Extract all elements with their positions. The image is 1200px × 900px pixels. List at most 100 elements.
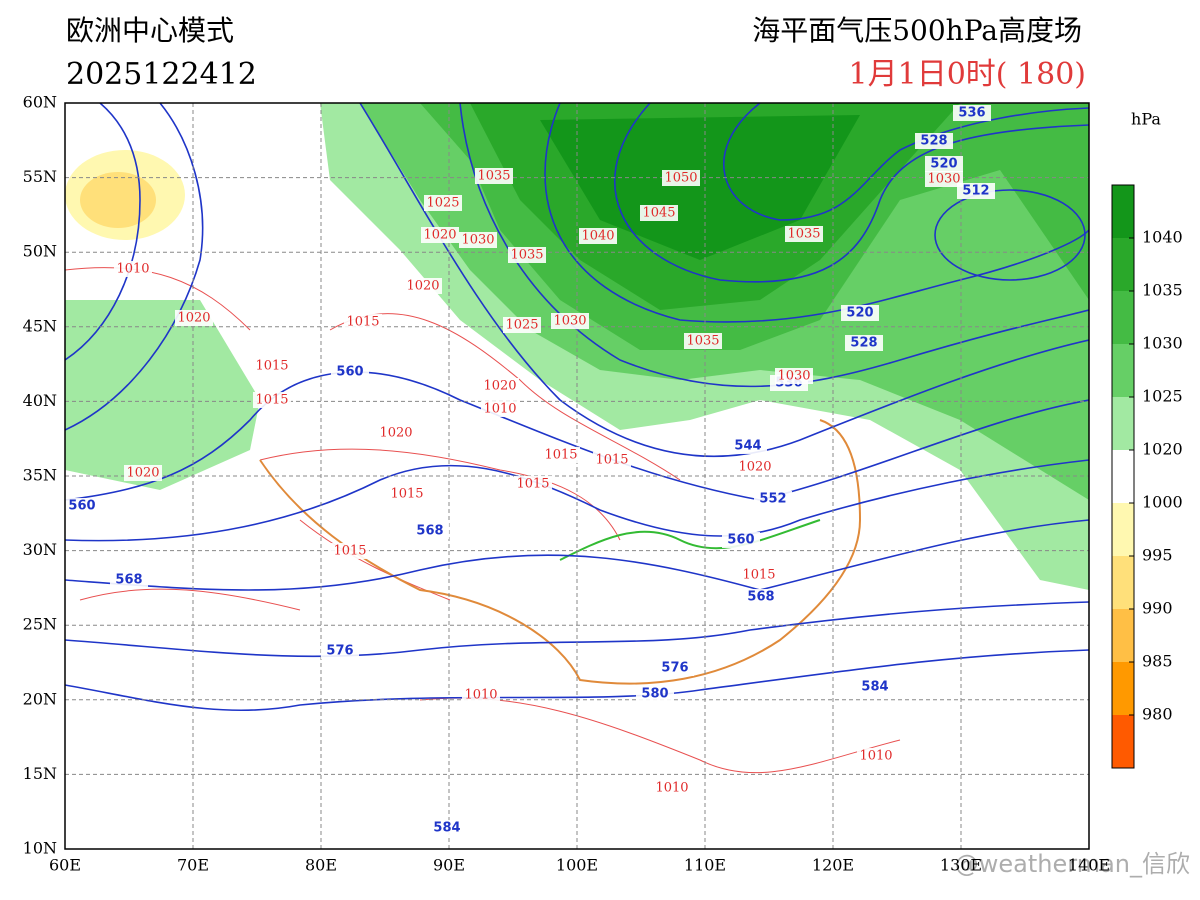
height-label-box bbox=[110, 572, 148, 588]
pressure-label: 1015 bbox=[255, 393, 288, 408]
height-label: 544 bbox=[734, 439, 761, 454]
colorbar-swatch bbox=[1112, 450, 1134, 503]
height-label: 560 bbox=[727, 533, 754, 548]
map-title: 海平面气压500hPa高度场 bbox=[752, 14, 1082, 47]
lat-label: 60N bbox=[23, 93, 57, 112]
pressure-label-box bbox=[424, 195, 462, 211]
pressure-label: 1010 bbox=[655, 781, 688, 796]
height-label-box bbox=[953, 105, 991, 121]
watermark: @weatherman_信欣 bbox=[955, 850, 1190, 878]
pressure-label: 1015 bbox=[595, 453, 628, 468]
height-label-box bbox=[722, 532, 760, 548]
pressure-label: 1025 bbox=[426, 196, 459, 211]
height-label: 568 bbox=[747, 590, 774, 605]
pressure-label: 1030 bbox=[777, 369, 810, 384]
height-label-box bbox=[636, 686, 674, 702]
height-label: 560 bbox=[336, 365, 363, 380]
pressure-label-box bbox=[377, 425, 415, 441]
lon-label: 120E bbox=[812, 856, 854, 875]
lon-label: 80E bbox=[305, 856, 337, 875]
colorbar-unit: hPa bbox=[1131, 110, 1161, 129]
pressure-label-box bbox=[481, 378, 519, 394]
pressure-label-box bbox=[503, 317, 541, 333]
colorbar-tick-label: 1030 bbox=[1142, 334, 1183, 353]
pressure-label: 1045 bbox=[642, 206, 675, 221]
lat-label: 35N bbox=[23, 466, 57, 485]
graticule bbox=[65, 103, 1089, 849]
pressure-label: 1020 bbox=[177, 311, 210, 326]
height-label: 528 bbox=[850, 336, 877, 351]
pressure-label-box bbox=[344, 314, 382, 330]
height-label: 568 bbox=[416, 524, 443, 539]
lon-label: 100E bbox=[556, 856, 598, 875]
height-label: 520 bbox=[846, 306, 873, 321]
pressure-label: 1020 bbox=[406, 279, 439, 294]
pressure-label-box bbox=[740, 567, 778, 583]
pressure-label: 1015 bbox=[390, 487, 423, 502]
colorbar-tick-label: 1040 bbox=[1142, 228, 1183, 247]
colorbar-swatch bbox=[1112, 503, 1134, 556]
pressure-label: 1015 bbox=[544, 448, 577, 463]
height-label-box bbox=[331, 364, 369, 380]
lat-label: 40N bbox=[23, 391, 57, 410]
colorbar-swatch bbox=[1112, 291, 1134, 344]
pressure-label: 1030 bbox=[927, 172, 960, 187]
colorbar-swatch bbox=[1112, 238, 1134, 291]
colorbar-tick-label: 1035 bbox=[1142, 281, 1183, 300]
pressure-label: 1015 bbox=[255, 359, 288, 374]
lat-label: 10N bbox=[23, 839, 57, 858]
pressure-label: 1015 bbox=[742, 568, 775, 583]
height-label: 576 bbox=[326, 644, 353, 659]
pressure-label: 1020 bbox=[126, 466, 159, 481]
height-label: 512 bbox=[962, 184, 989, 199]
height-label-box bbox=[65, 498, 101, 514]
pressure-label: 1040 bbox=[581, 229, 614, 244]
pressure-label: 1035 bbox=[686, 334, 719, 349]
pressure-label-box bbox=[175, 310, 213, 326]
height-label-box bbox=[841, 305, 879, 321]
pressure-label: 1010 bbox=[859, 749, 892, 764]
colorbar-tick-label: 1000 bbox=[1142, 493, 1183, 512]
pressure-label-box bbox=[124, 465, 162, 481]
map-frame bbox=[64, 102, 1090, 850]
pressure-label: 1020 bbox=[738, 460, 771, 475]
lon-label: 90E bbox=[433, 856, 465, 875]
height-label-box bbox=[754, 491, 792, 507]
height-label: 520 bbox=[930, 157, 957, 172]
pressure-label: 1035 bbox=[510, 248, 543, 263]
colorbar-swatch bbox=[1112, 397, 1134, 450]
pressure-label: 1030 bbox=[553, 314, 586, 329]
lon-label: 130E bbox=[940, 856, 982, 875]
map-area: 5365285205125205285365445525605685765805… bbox=[65, 103, 1089, 849]
height-label-box bbox=[729, 438, 767, 454]
contour-labels: 5365285205125205285365445525605685765805… bbox=[65, 105, 995, 836]
colorbar-swatch bbox=[1112, 556, 1134, 609]
pressure-label-box bbox=[331, 543, 369, 559]
pressure-label-box bbox=[775, 368, 813, 384]
height-label-box bbox=[321, 643, 359, 659]
pressure-label-box bbox=[459, 232, 497, 248]
pressure-label: 1015 bbox=[333, 544, 366, 559]
height-label-box bbox=[428, 820, 466, 836]
height-label-box bbox=[656, 660, 694, 676]
colorbar-swatch bbox=[1112, 344, 1134, 397]
pressure-label: 1050 bbox=[664, 171, 697, 186]
height-label-box bbox=[925, 156, 963, 172]
pressure-label-box bbox=[551, 313, 589, 329]
pressure-label: 1020 bbox=[483, 379, 516, 394]
height-contours bbox=[65, 103, 1089, 712]
valid-time: 1月1日0时( 180) bbox=[849, 57, 1086, 92]
colorbar-tick-label: 1020 bbox=[1142, 440, 1183, 459]
colorbar-tick-label: 1025 bbox=[1142, 387, 1183, 406]
height-label-box bbox=[845, 335, 883, 351]
model-name: 欧洲中心模式 bbox=[66, 14, 234, 47]
lat-label: 55N bbox=[23, 167, 57, 186]
height-label: 584 bbox=[861, 680, 888, 695]
pressure-label-box bbox=[684, 333, 722, 349]
height-label: 552 bbox=[759, 492, 786, 507]
low-core bbox=[80, 172, 156, 228]
colorbar-swatch bbox=[1112, 609, 1134, 662]
init-time: 2025122412 bbox=[66, 57, 257, 92]
pressure-label: 1035 bbox=[787, 227, 820, 242]
